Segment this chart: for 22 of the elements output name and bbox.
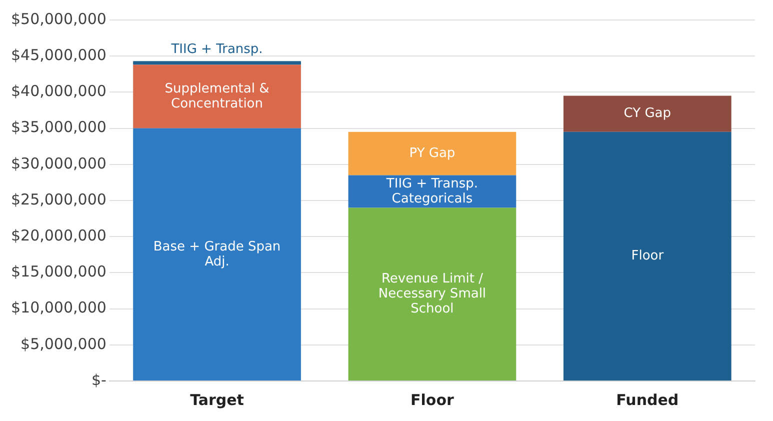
y-tick-label: $10,000,000: [10, 298, 106, 317]
y-tick-label: $20,000,000: [10, 226, 106, 244]
y-tick-label: $-: [91, 370, 106, 389]
series-label: CY Gap: [624, 106, 672, 122]
x-tick-label: Floor: [410, 390, 455, 409]
series-label: TIIG + Transp.: [170, 42, 263, 58]
x-tick-label: Target: [190, 390, 244, 409]
series-label: Supplemental & Concentration: [164, 81, 270, 112]
y-tick-label: $45,000,000: [10, 46, 106, 64]
y-tick-label: $5,000,000: [20, 334, 106, 353]
series-label: Floor: [631, 248, 664, 264]
y-tick-label: $40,000,000: [10, 82, 106, 100]
series-label: Base + Grade Span Adj.: [153, 239, 281, 270]
y-tick-label: $15,000,000: [10, 262, 106, 281]
x-tick-label: Funded: [616, 390, 679, 409]
y-tick-label: $25,000,000: [10, 190, 106, 208]
y-tick-label: $35,000,000: [10, 118, 106, 136]
y-tick-label: $30,000,000: [10, 154, 106, 172]
series-label: Revenue Limit / Necessary Small School: [378, 271, 486, 316]
series-label: TIIG + Transp. Categoricals: [385, 176, 478, 206]
y-tick-label: $50,000,000: [10, 10, 106, 28]
series-label: PY Gap: [409, 146, 456, 161]
